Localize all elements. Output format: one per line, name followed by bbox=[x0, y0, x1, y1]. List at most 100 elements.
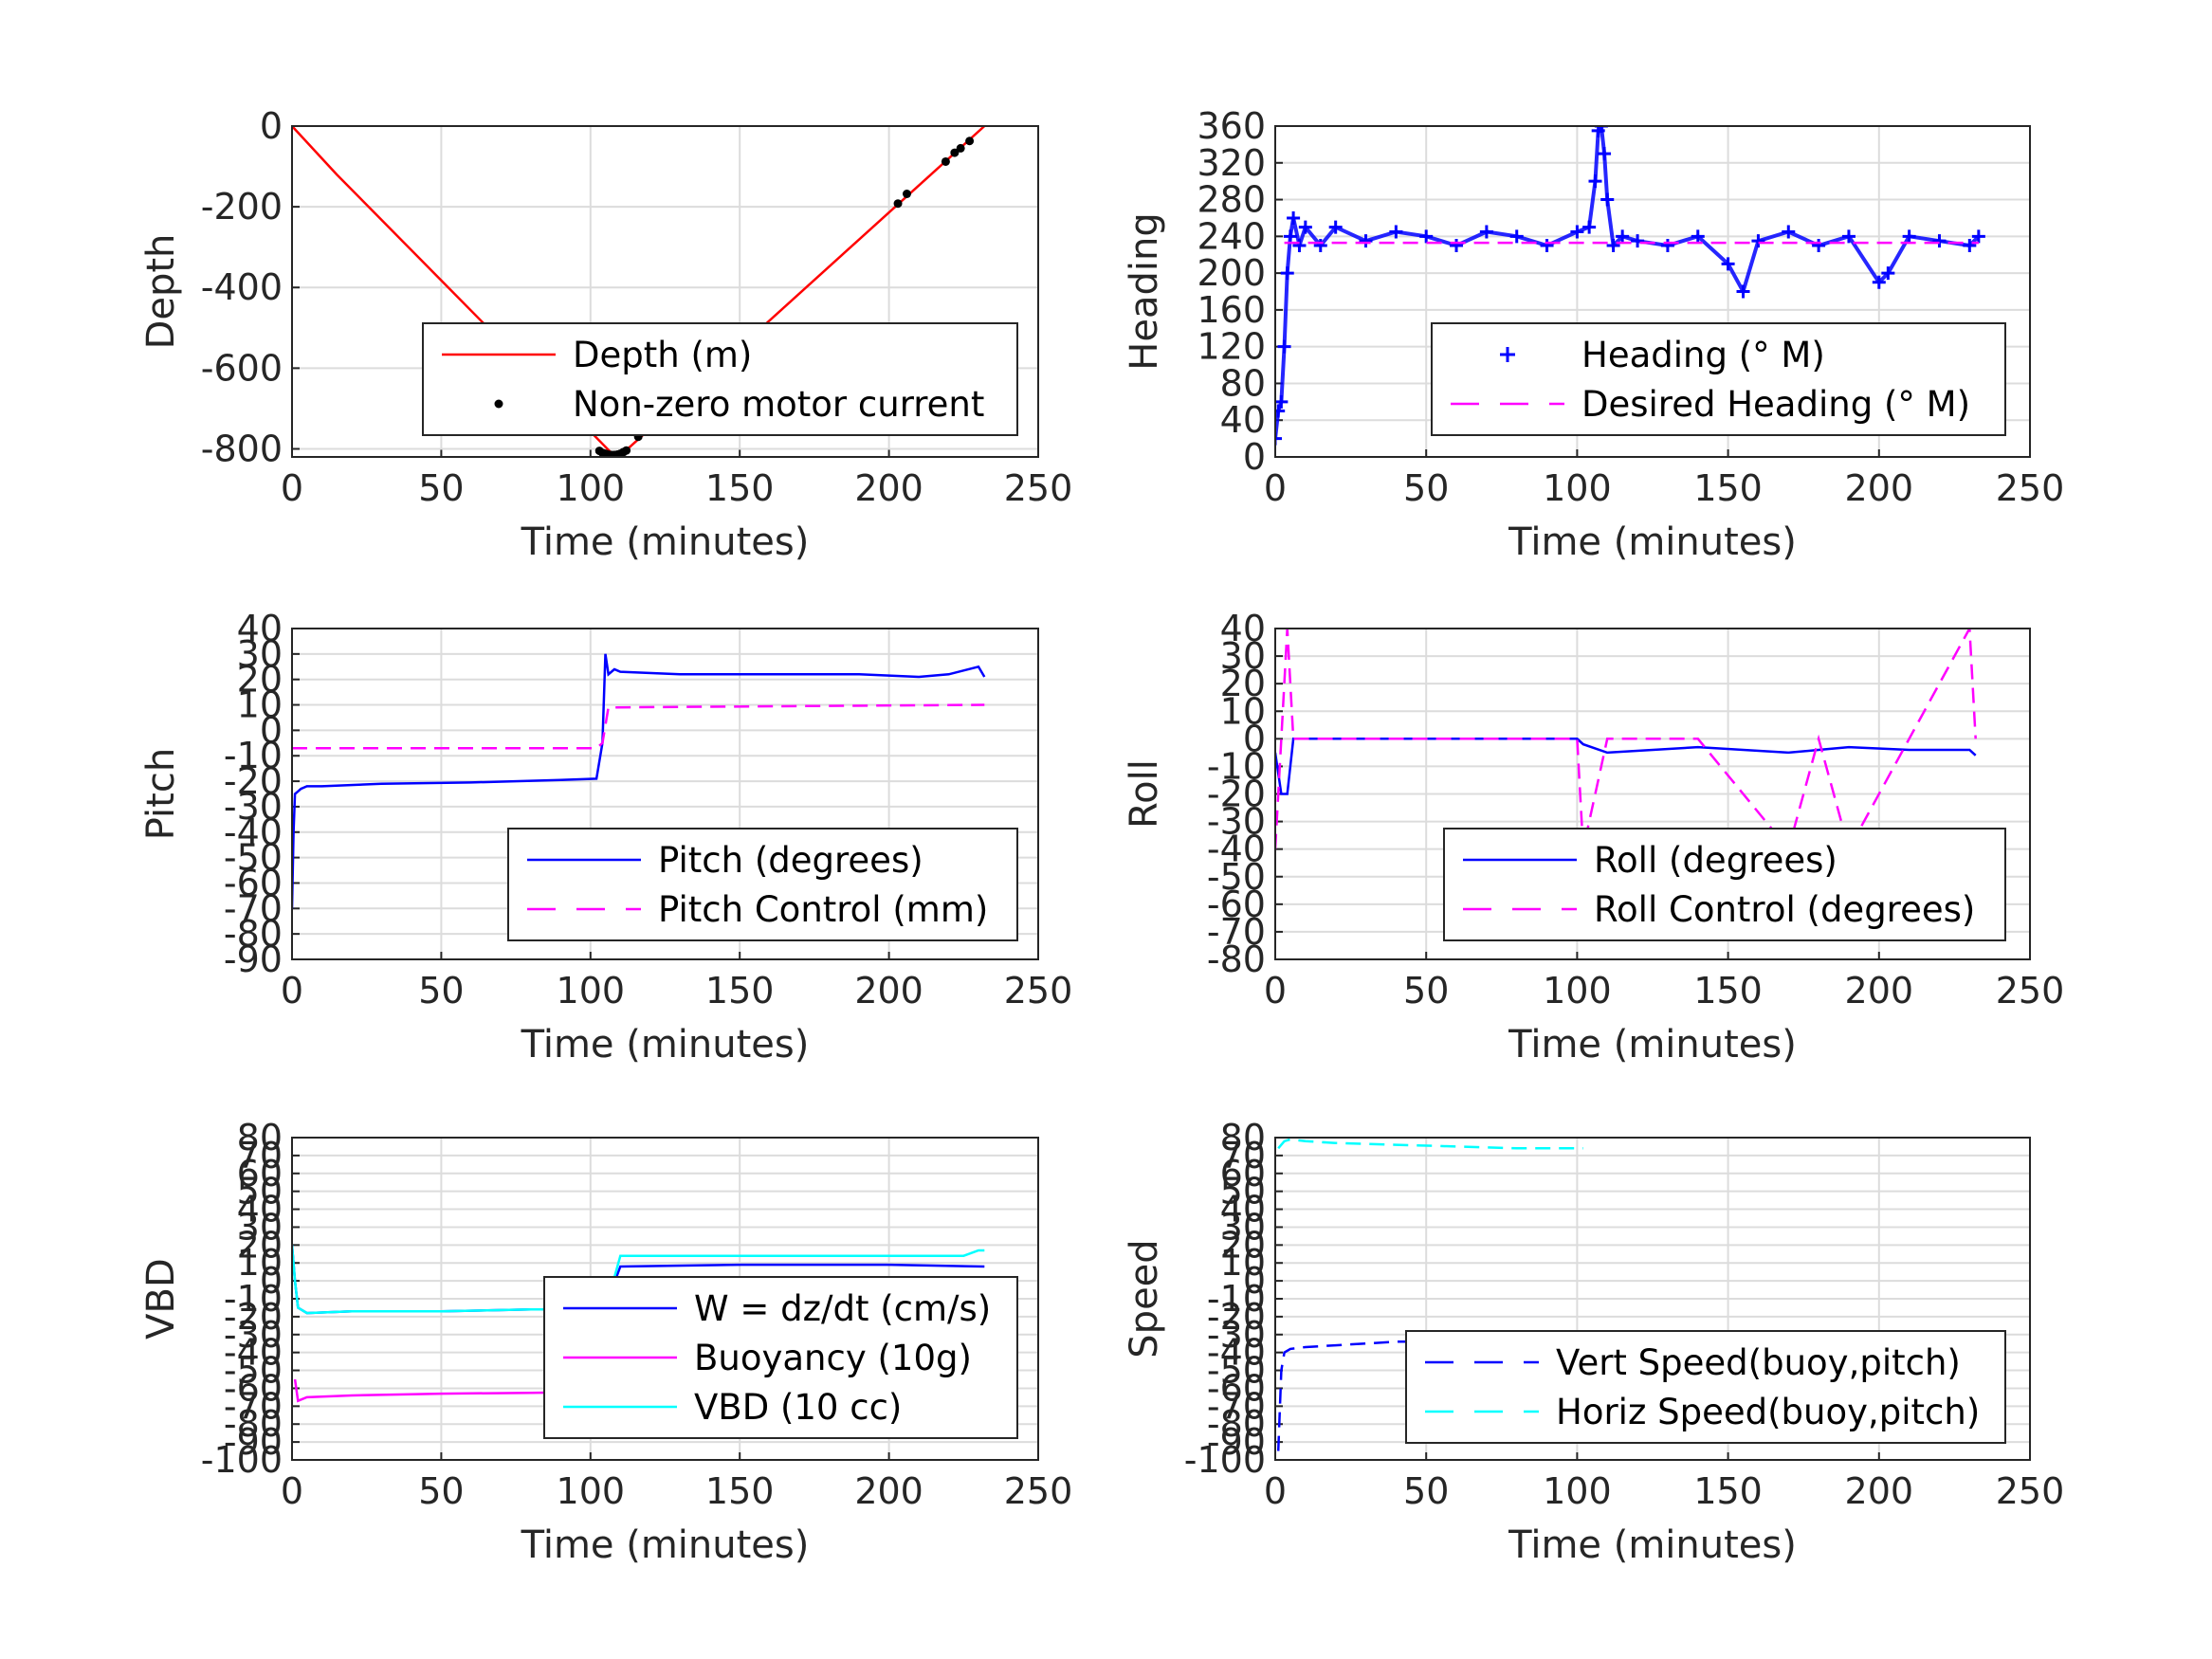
x-tick-label: 200 bbox=[1845, 970, 1914, 1012]
series-line bbox=[1277, 1138, 1583, 1150]
x-tick-label: 0 bbox=[1264, 1470, 1287, 1512]
axes-box bbox=[1274, 628, 2031, 960]
y-tick-label: 200 bbox=[1197, 252, 1266, 294]
legend: Vert Speed(buoy,pitch) Horiz Speed(buoy,p… bbox=[1405, 1330, 2006, 1444]
y-axis-label: Depth bbox=[139, 234, 183, 350]
data-point bbox=[622, 446, 631, 455]
y-axis-label: Speed bbox=[1123, 1239, 1166, 1358]
x-tick-label: 250 bbox=[1004, 1470, 1073, 1512]
y-tick-label: 0 bbox=[1243, 1260, 1266, 1302]
x-tick-label: 150 bbox=[1693, 970, 1763, 1012]
legend-box bbox=[1443, 828, 2006, 941]
legend-box bbox=[1431, 322, 2006, 436]
x-tick-label: 100 bbox=[557, 970, 626, 1012]
y-tick-label: -400 bbox=[201, 266, 283, 308]
x-axis-label: Time (minutes) bbox=[1508, 1023, 1797, 1066]
x-tick-label: 50 bbox=[1403, 1470, 1449, 1512]
data-point bbox=[1812, 239, 1826, 253]
x-tick-label: 150 bbox=[705, 970, 775, 1012]
y-tick-label: -100 bbox=[201, 1439, 283, 1481]
data-point bbox=[1616, 229, 1630, 244]
y-axis-label: Heading bbox=[1123, 212, 1166, 370]
legend-box bbox=[1405, 1330, 2006, 1444]
x-tick-label: 250 bbox=[1996, 467, 2065, 509]
x-tick-label: 50 bbox=[1403, 467, 1449, 509]
x-tick-label: 100 bbox=[557, 1470, 626, 1512]
legend-label: W = dz/dt (cm/s) bbox=[694, 1288, 991, 1329]
data-point bbox=[965, 137, 975, 146]
data-point bbox=[1598, 147, 1612, 161]
y-tick-label: -20 bbox=[224, 760, 283, 802]
x-tick-label: 250 bbox=[1004, 970, 1073, 1012]
x-tick-label: 200 bbox=[1845, 1470, 1914, 1512]
series-group bbox=[1275, 629, 1977, 853]
data-point bbox=[1509, 229, 1524, 244]
legend: Pitch (degrees) Pitch Control (mm) bbox=[507, 828, 1018, 941]
y-tick-label: 30 bbox=[237, 1206, 283, 1248]
series-group bbox=[292, 653, 986, 909]
data-point bbox=[1479, 225, 1493, 239]
y-tick-label: 360 bbox=[1197, 105, 1266, 147]
data-point bbox=[1971, 229, 1985, 244]
legend-label: VBD (10 cc) bbox=[694, 1387, 902, 1428]
axes-box bbox=[291, 125, 1039, 458]
y-tick-label: -20 bbox=[1207, 774, 1266, 815]
series-line bbox=[292, 653, 986, 909]
y-tick-label: -40 bbox=[224, 811, 283, 853]
y-axis-label: Roll bbox=[1123, 759, 1166, 829]
data-point bbox=[1582, 220, 1597, 234]
y-tick-label: 10 bbox=[237, 684, 283, 726]
data-point bbox=[1841, 229, 1856, 244]
legend-swatch bbox=[1500, 347, 1515, 362]
chart-6: 0 50 100 150 200 25080706050403020100-10-20-3… bbox=[1123, 1117, 2064, 1567]
data-point bbox=[1328, 220, 1343, 234]
axes-box bbox=[1274, 125, 2031, 458]
x-tick-label: 50 bbox=[418, 970, 464, 1012]
series-line bbox=[1275, 738, 1977, 795]
data-point bbox=[1691, 229, 1705, 244]
x-tick-label: 0 bbox=[1264, 467, 1287, 509]
y-tick-label: -30 bbox=[1207, 801, 1266, 843]
legend-label: Pitch Control (mm) bbox=[658, 889, 988, 930]
y-tick-label: -30 bbox=[224, 786, 283, 828]
data-point bbox=[1606, 239, 1620, 253]
data-point bbox=[1275, 394, 1289, 409]
y-tick-label: -70 bbox=[224, 1385, 283, 1427]
y-tick-label: -20 bbox=[1207, 1296, 1266, 1338]
y-tick-label: -10 bbox=[224, 735, 283, 776]
legend-label: Non-zero motor current bbox=[573, 384, 984, 425]
data-point bbox=[1902, 229, 1916, 244]
y-tick-label: 70 bbox=[237, 1135, 283, 1176]
legend-label: Pitch (degrees) bbox=[658, 840, 923, 881]
axes-box bbox=[291, 1137, 1039, 1461]
y-tick-label: -50 bbox=[1207, 856, 1266, 898]
series-line bbox=[293, 1378, 597, 1403]
y-tick-label: -90 bbox=[224, 1421, 283, 1463]
y-tick-label: 320 bbox=[1197, 142, 1266, 184]
series-group bbox=[1275, 126, 1985, 446]
data-point bbox=[1419, 229, 1434, 244]
x-tick-label: 150 bbox=[705, 467, 775, 509]
legend-label: Desired Heading (° M) bbox=[1581, 384, 1970, 425]
data-point bbox=[1313, 239, 1327, 253]
y-tick-label: 50 bbox=[237, 1171, 283, 1212]
x-tick-label: 50 bbox=[418, 467, 464, 509]
data-point bbox=[902, 190, 911, 199]
y-tick-label: 280 bbox=[1197, 179, 1266, 221]
series-line bbox=[1275, 629, 1977, 853]
y-tick-label: -80 bbox=[224, 1403, 283, 1445]
x-tick-label: 250 bbox=[1004, 467, 1073, 509]
x-tick-label: 150 bbox=[1693, 467, 1763, 509]
data-point bbox=[893, 199, 903, 209]
data-point bbox=[1594, 126, 1608, 133]
y-axis-label: VBD bbox=[139, 1258, 183, 1340]
y-tick-label: -40 bbox=[1207, 829, 1266, 870]
legend-label: Heading (° M) bbox=[1581, 335, 1825, 375]
x-tick-label: 150 bbox=[1693, 1470, 1763, 1512]
y-tick-label: 30 bbox=[237, 633, 283, 675]
x-tick-label: 100 bbox=[1543, 467, 1612, 509]
legend-box bbox=[507, 828, 1018, 941]
x-tick-label: 200 bbox=[1845, 467, 1914, 509]
y-tick-label: 70 bbox=[1220, 1135, 1266, 1176]
